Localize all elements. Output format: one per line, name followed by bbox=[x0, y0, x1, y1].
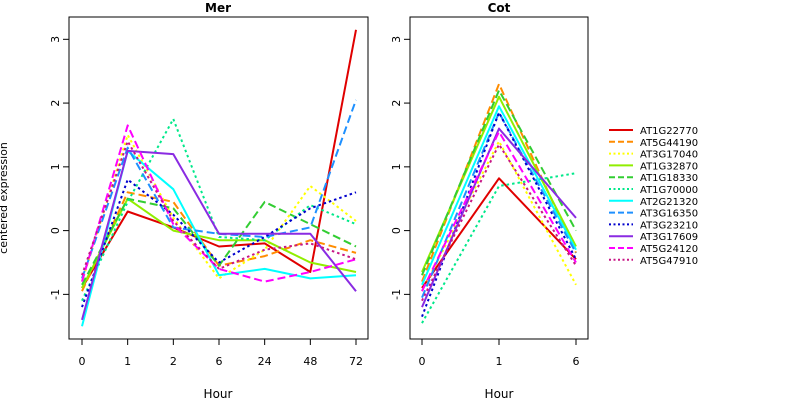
panel-cot-x-axis-label: Hour bbox=[485, 387, 514, 400]
panel-mer: Mer Hour -1 0 1 2 3 0 1 2 6 24 48 72 bbox=[49, 1, 369, 400]
legend-label: AT3G17609 bbox=[640, 232, 698, 243]
series-line-at1g18330 bbox=[81, 197, 357, 286]
x-tick-label: 6 bbox=[216, 355, 223, 368]
legend-label: AT3G16350 bbox=[640, 209, 698, 220]
series-line-at5g24120 bbox=[81, 124, 357, 283]
panel-mer-title: Mer bbox=[205, 1, 231, 15]
legend-label: AT1G70000 bbox=[640, 185, 698, 196]
y-tick-label: 0 bbox=[49, 227, 62, 234]
x-tick-label: 72 bbox=[349, 355, 363, 368]
x-tick-label: 1 bbox=[496, 355, 503, 368]
panel-cot-x-axis: 0 1 6 bbox=[419, 339, 580, 368]
panel-mer-series bbox=[81, 29, 357, 327]
y-tick-label: -1 bbox=[390, 289, 403, 300]
y-tick-label: 1 bbox=[49, 163, 62, 170]
series-line-at1g70000 bbox=[421, 172, 577, 324]
legend-label: AT3G23210 bbox=[640, 220, 698, 231]
legend-label: AT5G44190 bbox=[640, 138, 698, 149]
legend-label: AT5G24120 bbox=[640, 244, 698, 255]
series-line-at1g22770 bbox=[421, 177, 577, 289]
y-tick-label: 3 bbox=[49, 36, 62, 43]
panel-cot-y-axis: -1 0 1 2 3 bbox=[390, 36, 410, 300]
panel-mer-x-axis-label: Hour bbox=[204, 387, 233, 400]
panel-cot-series bbox=[421, 83, 577, 324]
series-line-at5g47910 bbox=[421, 143, 577, 302]
series-line-at3g17609 bbox=[421, 127, 577, 308]
legend-label: AT1G22770 bbox=[640, 126, 698, 137]
y-tick-label: 2 bbox=[49, 100, 62, 107]
legend-label: AT5G47910 bbox=[640, 256, 698, 267]
series-line-at1g18330 bbox=[421, 89, 577, 276]
panel-cot: Cot Hour -1 0 1 2 3 0 1 6 bbox=[390, 1, 589, 400]
series-line-at3g17609 bbox=[81, 149, 357, 321]
panel-mer-x-axis: 0 1 2 6 24 48 72 bbox=[79, 339, 363, 368]
panel-mer-y-axis: -1 0 1 2 3 bbox=[49, 36, 69, 300]
panel-cot-title: Cot bbox=[488, 1, 511, 15]
legend: AT1G22770AT5G44190AT3G17040AT1G32870AT1G… bbox=[609, 126, 698, 267]
panel-mer-frame bbox=[68, 16, 369, 340]
legend-label: AT1G18330 bbox=[640, 173, 698, 184]
series-line-at1g70000 bbox=[81, 118, 357, 302]
y-axis-label: centered expression bbox=[0, 142, 10, 254]
series-line-at2g21320 bbox=[421, 105, 577, 286]
legend-label: AT2G21320 bbox=[640, 197, 698, 208]
x-tick-label: 24 bbox=[258, 355, 272, 368]
series-line-at3g23210 bbox=[81, 178, 357, 308]
y-tick-label: 0 bbox=[390, 227, 403, 234]
x-tick-label: 0 bbox=[79, 355, 86, 368]
x-tick-label: 0 bbox=[419, 355, 426, 368]
series-line-at5g24120 bbox=[421, 130, 577, 292]
legend-label: AT3G17040 bbox=[640, 150, 698, 161]
x-tick-label: 1 bbox=[124, 355, 131, 368]
y-tick-label: 1 bbox=[390, 163, 403, 170]
x-tick-label: 2 bbox=[170, 355, 177, 368]
x-tick-label: 48 bbox=[303, 355, 317, 368]
x-tick-label: 6 bbox=[573, 355, 580, 368]
y-tick-label: 2 bbox=[390, 100, 403, 107]
series-line-at1g22770 bbox=[81, 29, 357, 289]
series-line-at3g17040 bbox=[421, 140, 577, 292]
y-tick-label: 3 bbox=[390, 36, 403, 43]
y-tick-label: -1 bbox=[49, 289, 62, 300]
legend-label: AT1G32870 bbox=[640, 161, 698, 172]
